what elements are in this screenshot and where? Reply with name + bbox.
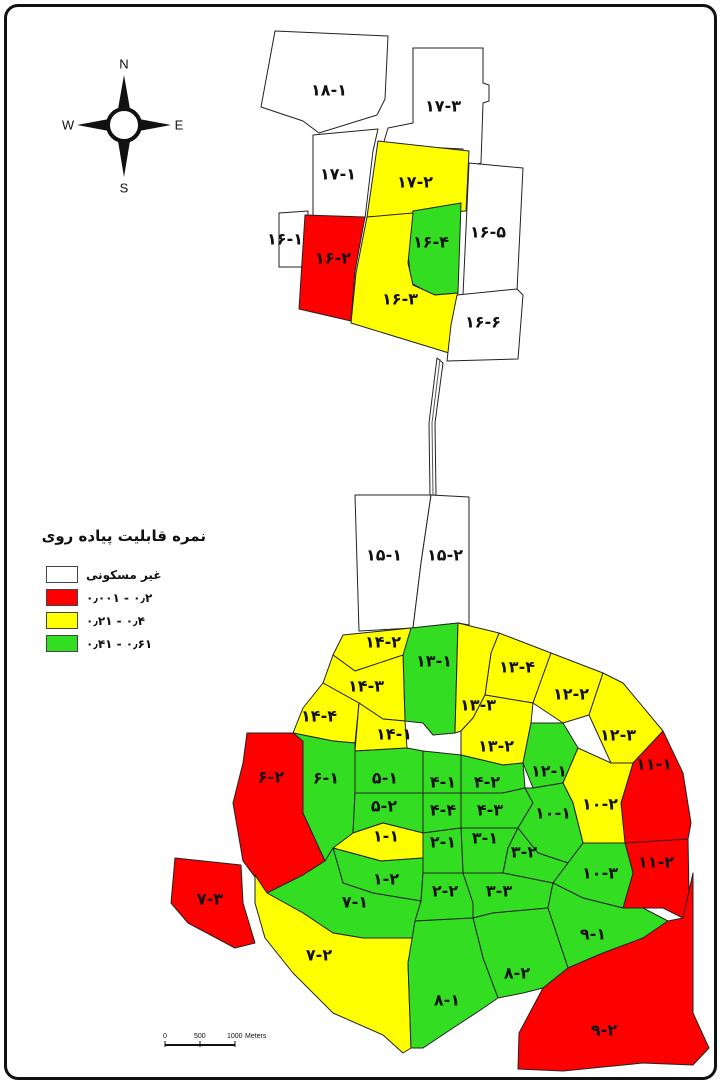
- zone-16-6: [446, 288, 524, 362]
- zone-label-10-3: ۱۰-۳: [582, 864, 618, 883]
- zone-12-2: [532, 652, 604, 724]
- zone-7-3: [170, 857, 256, 949]
- zone-16-2: [298, 214, 366, 322]
- zone-label-2-2: ۲-۲: [432, 882, 458, 901]
- map-frame: ۱۸-۱ ۱۷-۳ ۱۷-۱ ۱۷-۲ ۱۶-۱ ۱۶-۲ ۱۶-۴ ۱۶-۵ ۱۶-۳ ۱۶-۶…: [4, 4, 717, 1080]
- zone-label-16-4: ۱۶-۴: [413, 233, 449, 252]
- legend-item-high: ۰٫۴۱ - ۰٫۶۱: [46, 632, 218, 655]
- zone-label-16-5: ۱۶-۵: [470, 223, 506, 242]
- legend-label: ۰٫۰۰۱ - ۰٫۲: [86, 590, 153, 605]
- zone-label-14-2: ۱۴-۲: [365, 633, 401, 652]
- zone-8-1: [407, 917, 499, 1049]
- legend-swatch: [46, 635, 78, 652]
- zone-label-6-2: ۶-۲: [258, 768, 284, 787]
- zone-label-1-1: ۱-۱: [373, 827, 399, 846]
- zone-label-4-1: ۴-۱: [430, 773, 456, 792]
- zone-label-6-1: ۶-۱: [313, 769, 339, 788]
- scale-unit: Meters: [245, 1033, 267, 1040]
- scale-label-0: 0: [163, 1033, 167, 1040]
- zone-11-2: [622, 838, 690, 919]
- scale-label-1000: 1000: [227, 1033, 243, 1040]
- zone-label-7-1: ۷-۱: [342, 893, 368, 912]
- west-letter: W: [62, 117, 75, 132]
- legend-label: ۰٫۲۱ - ۰٫۴: [86, 613, 145, 628]
- zone-label-5-2: ۵-۲: [371, 797, 397, 816]
- legend-swatch: [46, 589, 78, 606]
- zone-label-17-2: ۱۷-۲: [397, 173, 433, 192]
- legend: نمره قابلیت پیاده روی غیر مسکونی ۰٫۰۰۱ -…: [38, 527, 218, 655]
- zone-label-14-4: ۱۴-۴: [301, 707, 337, 726]
- north-letter: N: [119, 56, 128, 71]
- zone-label-1-2: ۱-۲: [373, 870, 399, 889]
- south-letter: S: [120, 180, 129, 195]
- legend-label: ۰٫۴۱ - ۰٫۶۱: [86, 636, 153, 651]
- north-arrow: N S E W: [62, 56, 184, 195]
- zone-label-3-3: ۳-۳: [486, 882, 512, 901]
- zone-14-1: [354, 702, 408, 752]
- road-corridor: [428, 357, 444, 496]
- zone-label-18-1: ۱۸-۱: [311, 81, 347, 100]
- zone-17-3: [382, 47, 490, 169]
- zone-label-8-1: ۸-۱: [434, 991, 460, 1010]
- scale-bar: 0 500 1000 Meters: [163, 1033, 267, 1047]
- zone-label-2-1: ۲-۱: [430, 833, 456, 852]
- zone-13-1: [402, 622, 459, 736]
- zone-label-15-1: ۱۵-۱: [366, 546, 402, 565]
- zone-label-16-1: ۱۶-۱: [267, 230, 303, 249]
- zone-18-1: [260, 30, 389, 134]
- zone-label-3-1: ۳-۱: [472, 829, 498, 848]
- zone-label-14-3: ۱۴-۳: [348, 677, 384, 696]
- zone-label-12-3: ۱۲-۳: [600, 726, 636, 745]
- zone-16-3: [350, 212, 459, 354]
- walkability-map: ۱۸-۱ ۱۷-۳ ۱۷-۱ ۱۷-۲ ۱۶-۱ ۱۶-۲ ۱۶-۴ ۱۶-۵ ۱۶-۳ ۱۶-۶…: [62, 30, 710, 1072]
- zone-label-4-2: ۴-۲: [474, 773, 500, 792]
- zone-label-13-4: ۱۳-۴: [499, 658, 535, 677]
- zone-label-8-2: ۸-۲: [504, 964, 530, 983]
- zone-9-2: [517, 872, 710, 1072]
- zone-label-14-1: ۱۴-۱: [376, 725, 412, 744]
- zone-label-16-2: ۱۶-۲: [315, 249, 351, 268]
- legend-label: غیر مسکونی: [86, 567, 162, 582]
- zone-label-11-1: ۱۱-۱: [636, 755, 672, 774]
- east-letter: E: [175, 117, 184, 132]
- zone-label-10-1: ۱۰-۱: [535, 804, 571, 823]
- zone-label-9-2: ۹-۲: [591, 1021, 617, 1040]
- zone-label-13-3: ۱۳-۳: [460, 696, 496, 715]
- legend-item-non-residential: غیر مسکونی: [46, 563, 218, 586]
- zone-label-9-1: ۹-۱: [580, 925, 606, 944]
- zone-17-2: [366, 140, 470, 218]
- zone-label-16-3: ۱۶-۳: [382, 290, 418, 309]
- zone-label-17-1: ۱۷-۱: [320, 165, 356, 184]
- zone-label-12-2: ۱۲-۲: [553, 685, 589, 704]
- zone-label-13-2: ۱۳-۲: [478, 737, 514, 756]
- legend-item-low: ۰٫۰۰۱ - ۰٫۲: [46, 586, 218, 609]
- legend-title: نمره قابلیت پیاده روی: [41, 527, 206, 545]
- legend-item-medium: ۰٫۲۱ - ۰٫۴: [46, 609, 218, 632]
- zone-label-12-1: ۱۲-۱: [531, 762, 567, 781]
- zone-label-5-1: ۵-۱: [372, 769, 398, 788]
- road-corridor-line: [431, 358, 441, 496]
- zone-17-1: [312, 128, 379, 220]
- zone-label-3-2: ۳-۲: [511, 843, 537, 862]
- zone-label-17-3: ۱۷-۳: [425, 97, 461, 116]
- legend-swatch: [46, 612, 78, 629]
- zone-label-4-4: ۴-۴: [430, 801, 456, 820]
- zone-label-15-2: ۱۵-۲: [427, 546, 463, 565]
- zone-label-11-2: ۱۱-۲: [638, 853, 674, 872]
- zone-label-13-1: ۱۳-۱: [416, 652, 452, 671]
- zone-label-4-3: ۴-۳: [477, 801, 503, 820]
- zone-label-10-2: ۱۰-۲: [582, 795, 618, 814]
- zone-label-7-3: ۷-۳: [197, 890, 223, 909]
- zone-label-7-2: ۷-۲: [306, 946, 332, 965]
- zone-label-16-6: ۱۶-۶: [465, 313, 501, 332]
- legend-swatch: [46, 566, 78, 583]
- scale-label-500: 500: [194, 1033, 206, 1040]
